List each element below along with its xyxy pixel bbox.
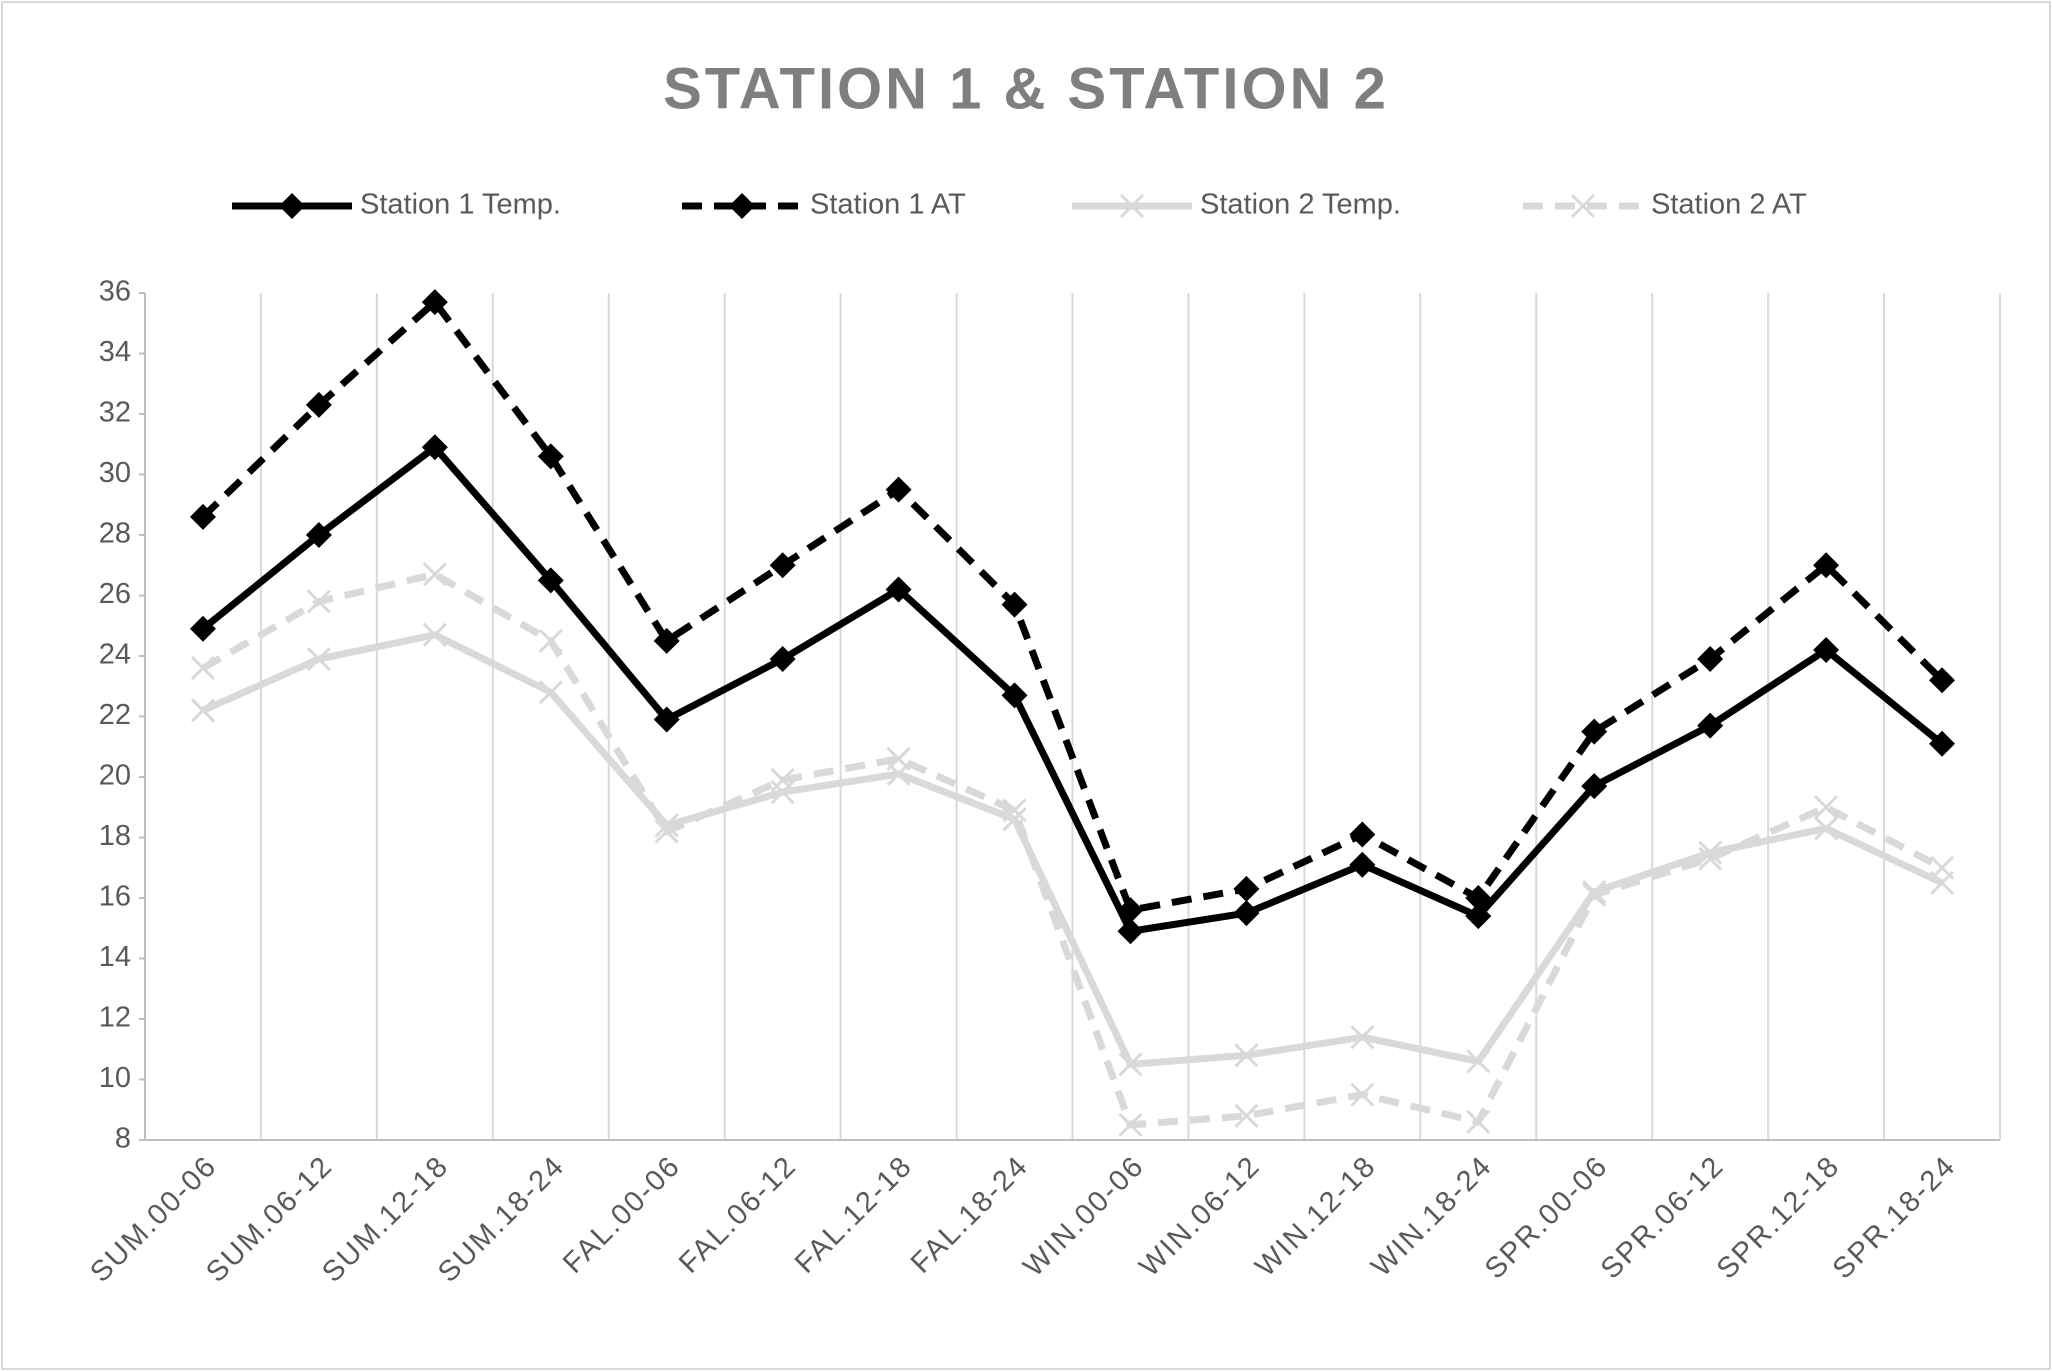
marker: [769, 552, 796, 579]
legend-label: Station 2 Temp.: [1200, 189, 1401, 221]
marker: [1349, 821, 1376, 848]
y-tick-label: 34: [99, 336, 131, 368]
y-tick-label: 20: [99, 760, 131, 792]
marker: [537, 443, 564, 470]
marker: [538, 628, 563, 653]
series-line: [201, 570, 1944, 1129]
marker: [1929, 667, 1956, 694]
marker: [1233, 875, 1260, 902]
marker: [1118, 1052, 1143, 1077]
marker: [654, 819, 679, 844]
y-tick-label: 36: [99, 276, 131, 308]
marker: [1582, 882, 1607, 908]
series-line: [200, 296, 1945, 915]
y-tick-label: 28: [99, 518, 131, 550]
marker: [1119, 193, 1145, 219]
marker: [1697, 712, 1724, 739]
marker: [305, 391, 332, 418]
y-tick-label: 30: [99, 457, 131, 489]
marker: [1814, 816, 1839, 841]
chart-title: STATION 1 & STATION 2: [663, 56, 1389, 121]
marker: [190, 656, 216, 681]
marker: [189, 503, 216, 530]
marker: [1466, 1049, 1491, 1074]
y-tick-label: 26: [99, 578, 131, 610]
legend-label: Station 1 Temp.: [360, 189, 561, 221]
marker: [729, 193, 755, 219]
series-line: [201, 631, 1944, 1069]
marker: [769, 646, 796, 673]
y-tick-label: 12: [99, 1002, 131, 1034]
marker: [1570, 193, 1596, 219]
legend-label: Station 2 AT: [1651, 189, 1807, 221]
marker: [537, 567, 564, 594]
marker: [886, 746, 911, 771]
marker: [770, 767, 795, 793]
marker: [1466, 1109, 1491, 1134]
marker: [421, 289, 448, 316]
marker: [885, 576, 912, 603]
y-tick-label: 32: [99, 397, 131, 429]
y-tick-label: 24: [99, 639, 131, 671]
marker: [1001, 682, 1028, 709]
marker: [1813, 636, 1840, 663]
y-tick-label: 10: [99, 1062, 131, 1094]
marker: [770, 780, 795, 805]
marker: [885, 476, 912, 503]
marker: [1001, 591, 1028, 618]
marker: [1929, 730, 1956, 757]
marker: [305, 522, 332, 548]
marker: [190, 698, 216, 723]
marker: [1117, 897, 1144, 924]
marker: [1234, 1103, 1259, 1128]
marker: [279, 193, 305, 219]
marker: [653, 627, 680, 654]
marker: [1465, 903, 1492, 930]
y-tick-label: 22: [99, 699, 131, 731]
marker: [1581, 718, 1608, 745]
marker: [653, 706, 680, 733]
marker: [1697, 646, 1724, 673]
marker: [1349, 851, 1376, 878]
legend-label: Station 1 AT: [810, 189, 966, 221]
marker: [1814, 795, 1839, 820]
marker: [189, 615, 216, 642]
marker: [1002, 798, 1027, 823]
marker: [1350, 1025, 1375, 1050]
marker: [421, 434, 448, 461]
marker: [1117, 918, 1144, 945]
marker: [422, 562, 447, 587]
marker: [1118, 1112, 1143, 1137]
y-tick-label: 14: [99, 941, 131, 973]
marker: [1233, 900, 1260, 927]
y-tick-label: 18: [99, 820, 131, 852]
marker: [538, 680, 563, 705]
marker: [1465, 885, 1492, 911]
marker: [1350, 1082, 1375, 1107]
series-line: [200, 442, 1945, 936]
marker: [1698, 846, 1723, 871]
marker: [1813, 552, 1840, 579]
marker: [1581, 773, 1608, 800]
marker: [1698, 840, 1723, 865]
marker: [1234, 1043, 1259, 1068]
y-tick-label: 8: [115, 1123, 131, 1155]
marker: [306, 589, 331, 614]
marker: [1929, 855, 1955, 880]
y-tick-label: 16: [99, 881, 131, 913]
marker: [306, 646, 331, 672]
marker: [422, 622, 447, 647]
